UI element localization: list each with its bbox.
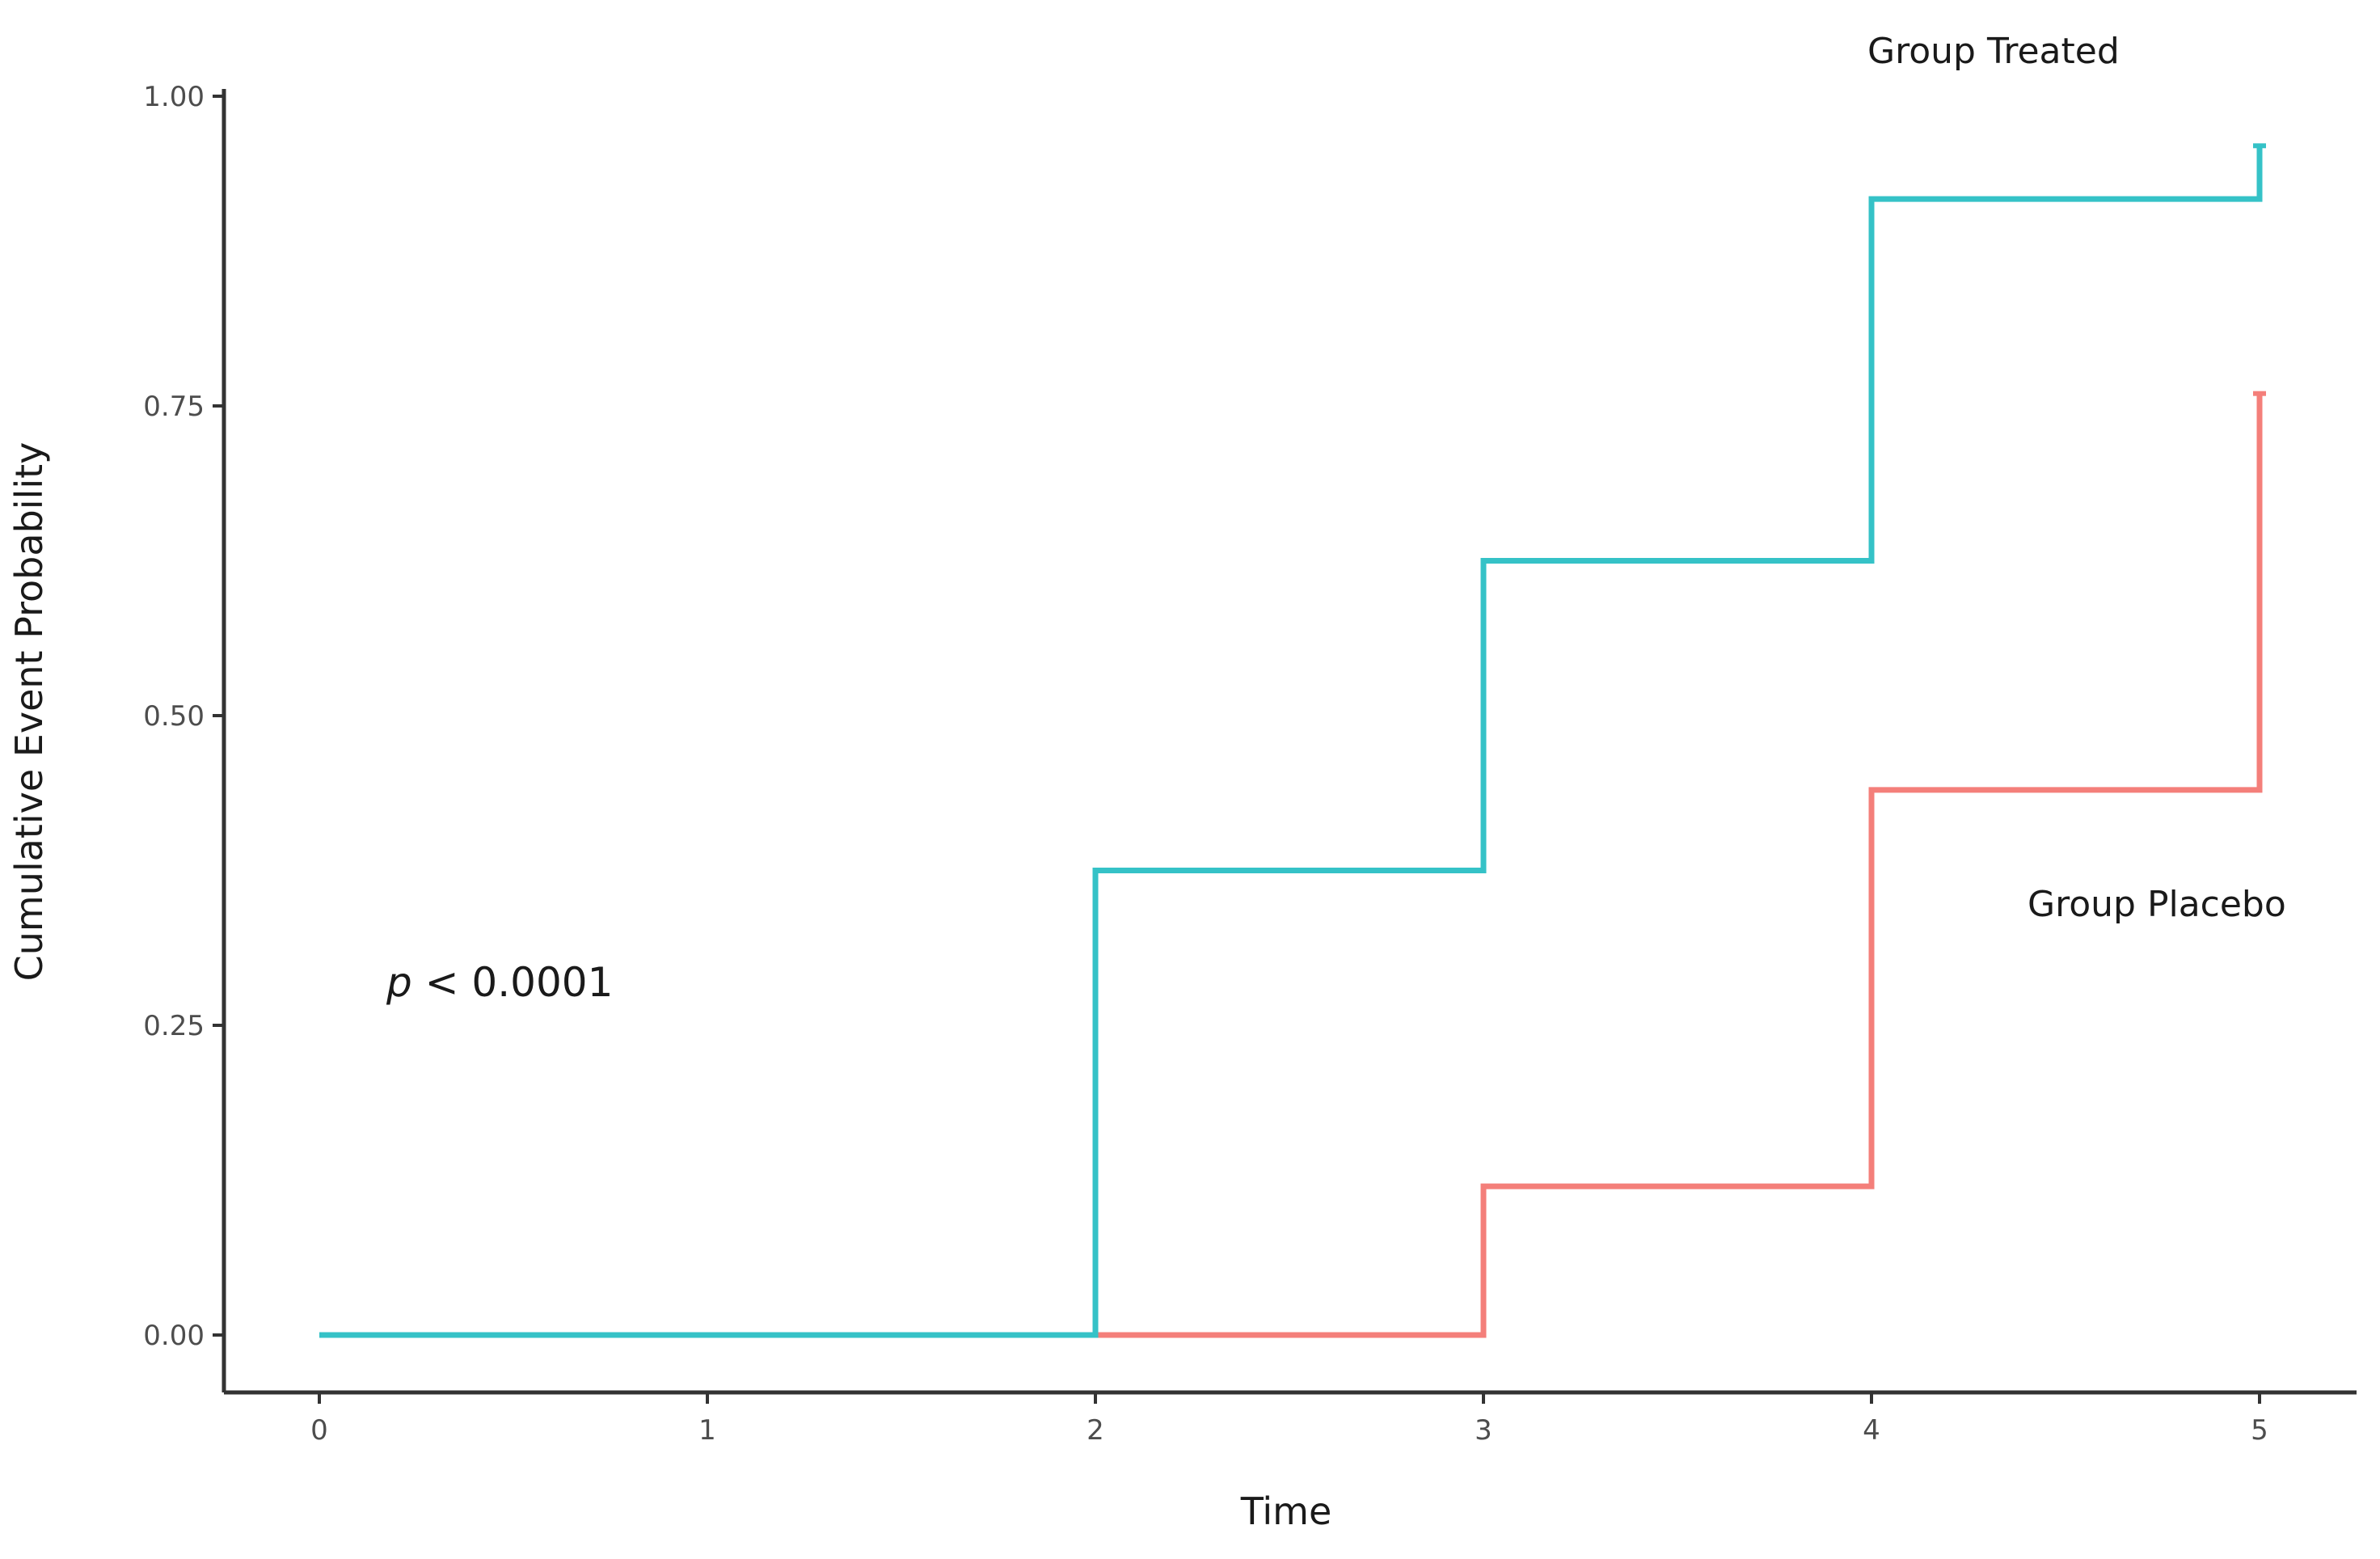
treated-group-label: Group Treated xyxy=(1867,31,2120,72)
x-tick-label: 4 xyxy=(1863,1414,1880,1447)
y-tick-label: 0.00 xyxy=(143,1320,205,1352)
p-value-annotation: p < 0.0001 xyxy=(386,959,613,1006)
x-tick-label: 5 xyxy=(2251,1414,2268,1447)
x-axis-title: Time xyxy=(1240,1489,1332,1533)
x-tick-label: 1 xyxy=(698,1414,716,1447)
treated-step-line xyxy=(319,146,2263,1338)
y-tick-label: 1.00 xyxy=(143,81,205,113)
p-value-symbol: p xyxy=(386,959,412,1006)
x-tick-label: 2 xyxy=(1087,1414,1104,1447)
plot-lines xyxy=(319,143,2266,1338)
placebo-step-line xyxy=(319,393,2263,1338)
y-tick-label: 0.50 xyxy=(143,700,205,733)
y-axis-title: Cumulative Event Probability xyxy=(7,442,51,982)
y-ticks: 0.00 0.25 0.50 0.75 1.00 xyxy=(143,81,224,1352)
placebo-group-label: Group Placebo xyxy=(2028,884,2286,925)
x-ticks: 0 1 2 3 4 5 xyxy=(310,1392,2268,1447)
axes xyxy=(222,89,2357,1395)
x-tick-label: 0 xyxy=(310,1414,328,1447)
x-tick-label: 3 xyxy=(1475,1414,1492,1447)
y-tick-label: 0.75 xyxy=(143,391,205,423)
p-value-text: < 0.0001 xyxy=(412,959,614,1006)
y-tick-label: 0.25 xyxy=(143,1010,205,1042)
